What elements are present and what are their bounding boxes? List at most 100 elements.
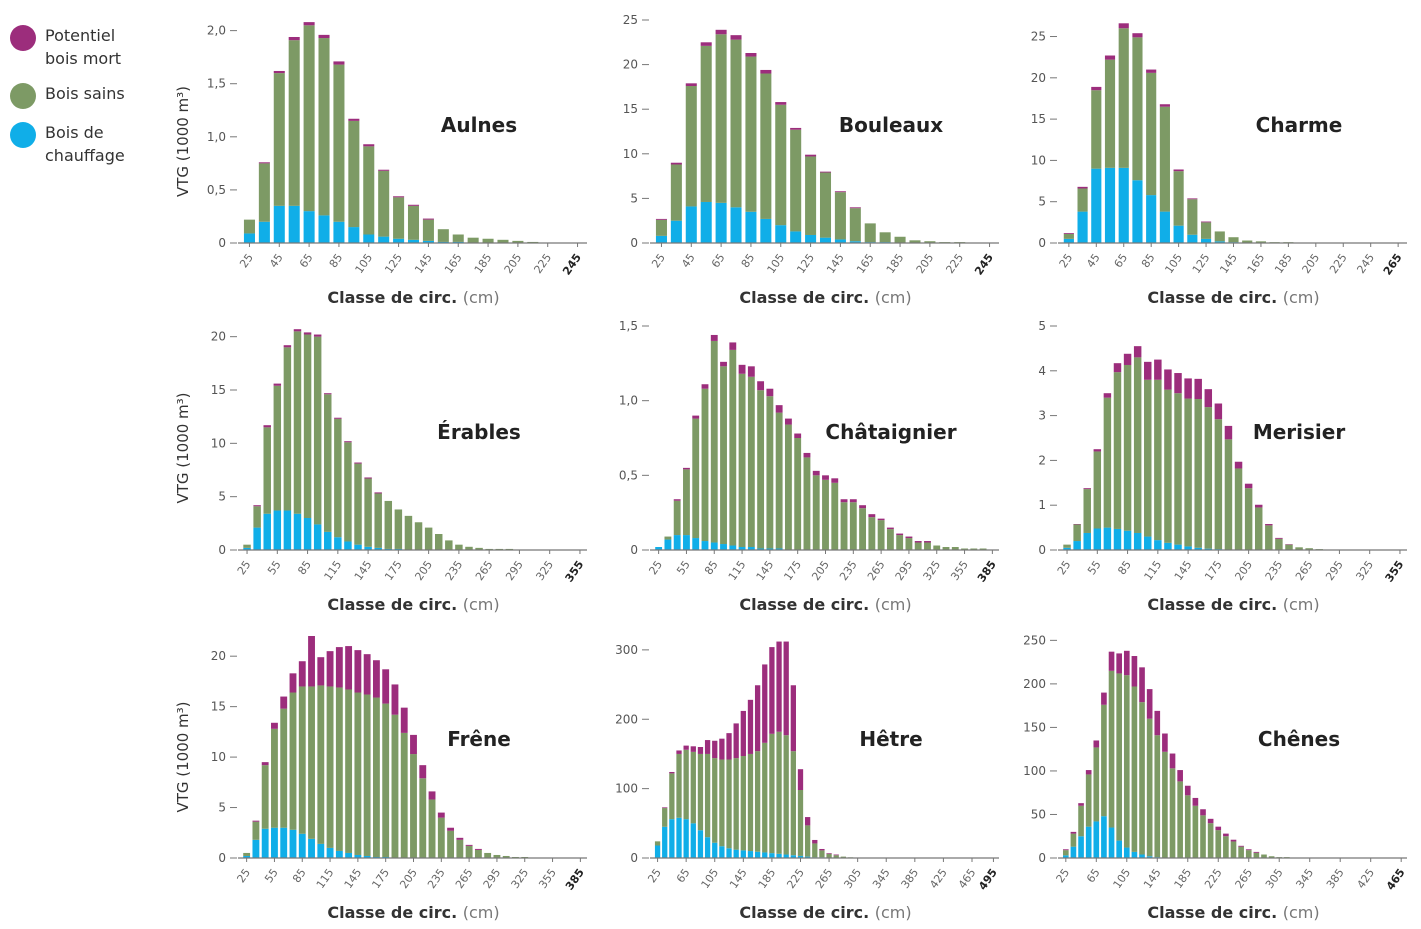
bar-chauffage [283,510,292,550]
x-tick-label: 25 [235,558,254,577]
bar-sains [1253,852,1260,858]
bar-sains [1204,407,1213,549]
bar-chauffage [715,202,727,243]
bar-sains [502,855,510,858]
bar-sains [664,536,672,540]
x-axis-label: Classe de circ. (cm) [1147,288,1319,307]
bar-chauffage [719,846,725,858]
chart-title: Merisier [1253,420,1346,444]
x-tick-label: 205 [412,558,435,583]
bar-sains [324,394,332,532]
bar-chauffage [298,833,306,858]
bar-sains [1224,439,1233,550]
bar-sains [775,412,783,549]
x-tick-label: 385 [563,866,587,892]
x-tick-label: 265 [453,866,476,891]
bar-chauffage [664,539,672,550]
bar-sains [859,508,867,550]
bar-mort [1104,55,1116,60]
y-tick-label: 50 [1031,807,1046,821]
bar-sains [1118,28,1129,168]
legend-swatch-mort [10,25,36,51]
bar-sains [374,493,382,548]
bar-mort [1254,504,1263,508]
bar-sains [1200,222,1212,239]
bar-sains [447,830,455,858]
bar-mort [1230,839,1237,842]
bar-mort [326,651,334,687]
bar-mort [803,452,811,458]
bar-sains [805,156,817,235]
x-tick-label: 125 [1190,251,1213,276]
bar-sains [868,517,876,550]
bar-sains [819,850,825,858]
bar-mort [662,807,668,809]
bar-chauffage [805,234,817,243]
bar-chauffage [1104,167,1116,243]
bar-mort [1215,826,1222,831]
x-tick-label: 115 [1142,558,1165,583]
bar-chauffage [293,513,302,550]
bar-mort [769,647,775,734]
bar-mort [896,533,904,536]
bar-mort [1083,488,1091,490]
bar-sains [313,336,322,525]
bar-chauffage [1133,532,1142,550]
x-tick-label: 55 [674,558,693,577]
x-tick-label: 495 [976,866,1000,892]
chart-title: Châtaignier [825,420,956,444]
bar-mort [745,53,757,57]
y-tick-label: 0 [218,543,226,557]
bar-sains [914,542,922,550]
bar-chauffage [1123,530,1132,550]
x-tick-label: 185 [472,251,495,276]
bar-sains [1244,488,1253,550]
x-axis-label-unit: (cm) [1283,288,1320,307]
bar-sains [1104,59,1116,168]
bar-sains [404,515,413,550]
bar-mort [345,646,353,690]
bar-mort [1200,809,1206,816]
bar-sains [685,86,697,207]
bar-mort [868,514,876,518]
bar-chauffage [253,527,261,550]
x-tick-label: 175 [781,558,804,583]
x-axis-label: Classe de circ. (cm) [327,288,499,307]
bar-chauffage [1131,851,1138,858]
bar-mort [1108,651,1115,671]
bar-sains [334,418,342,538]
bar-mort [261,762,269,766]
y-tick-label: 0 [630,236,638,250]
bar-mort [760,69,772,74]
bar-sains [719,759,725,847]
bar-sains [363,146,375,235]
bar-mort [804,817,811,826]
x-axis-label-main: Classe de circ. [739,595,874,614]
bar-sains [662,808,668,827]
bar-chauffage [730,207,742,243]
bar-sains [419,778,427,858]
x-tick-label: 145 [1217,251,1240,276]
bar-sains [484,852,492,858]
bar-mort [354,650,362,693]
bar-sains [822,479,829,550]
bar-sains [1187,199,1198,235]
bar-chauffage [364,546,372,550]
bar-mort [670,162,682,165]
legend-label: Potentiel bois mort [45,26,122,68]
bar-mort [1265,524,1273,526]
bar-chauffage [655,547,663,550]
bar-chauffage [1078,836,1084,858]
bar-sains [1215,830,1222,858]
bar-sains [783,735,789,855]
bar-mort [318,34,330,39]
bar-mort [400,707,408,733]
bar-chauffage [326,847,334,858]
bar-chauffage [303,211,315,243]
x-tick-label: 325 [921,558,944,583]
x-tick-label: 225 [943,251,966,276]
y-tick-label: 10 [623,147,638,161]
bar-mort [303,22,315,26]
bar-mort [849,499,857,503]
bar-chauffage [1200,238,1212,243]
